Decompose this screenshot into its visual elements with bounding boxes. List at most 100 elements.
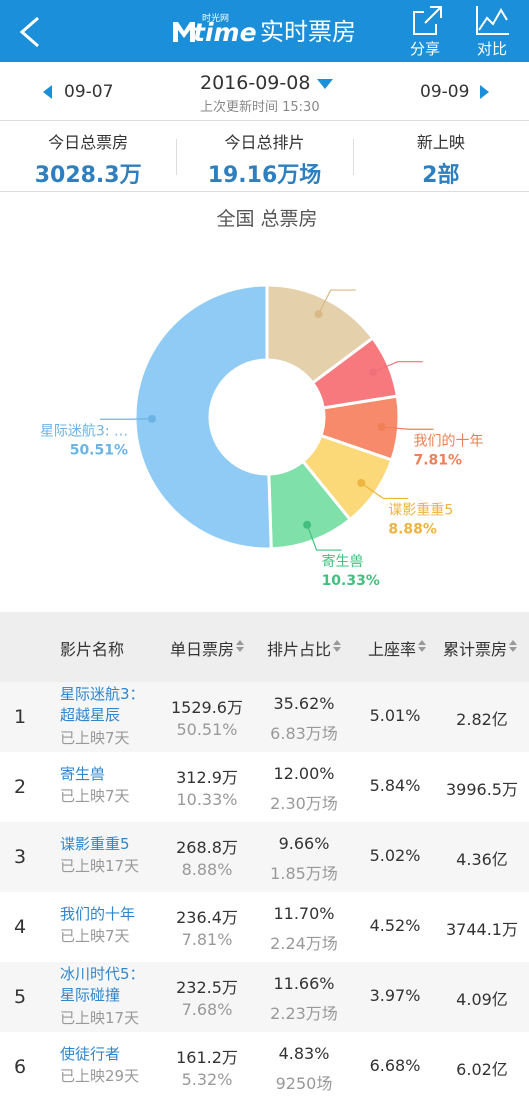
date-nav: 09-07 2016-09-08 上次更新时间 15:30 09-09	[0, 62, 529, 121]
box-office-share: 10.33%	[176, 790, 238, 809]
table-row[interactable]: 4 我们的十年 已上映7天 236.4万 7.81% 11.70% 2.24万场 4.52% 3…	[0, 892, 529, 962]
leader-line	[306, 524, 342, 551]
movie-name[interactable]: 星际迷航3：超越星辰	[60, 685, 145, 724]
total-box-office: 3744.1万	[446, 920, 518, 939]
movie-name[interactable]: 使徒行者	[60, 1045, 121, 1063]
table-row[interactable]: 3 谍影重重5 已上映17天 268.8万 8.88% 9.66% 1.85万场 5.02% 4…	[0, 822, 529, 892]
seat-rate: 5.84%	[369, 776, 421, 795]
schedule-share: 11.70%	[273, 904, 335, 923]
sort-arrows	[333, 640, 341, 652]
table-row[interactable]: 2 寄生兽 已上映7天 312.9万 10.33% 12.00% 2.30万场 5.84% 39…	[0, 752, 529, 822]
sort-arrows	[509, 640, 517, 652]
slice-label: 寄生兽	[322, 553, 364, 570]
sort-icon	[418, 640, 426, 652]
pie-chart: 全国 总票房 我们的十年 7.81% 谍影重重5 8.88% 寄生兽 10.33% 星际迷航…	[40, 208, 484, 589]
seat-rate: 5.02%	[369, 846, 421, 865]
leader-line	[317, 289, 356, 315]
leader-dot	[357, 478, 366, 487]
chart-title: 全国 总票房	[216, 208, 317, 230]
rank: 5	[14, 986, 27, 1008]
stat-item: 今日总排片 19.16万场	[176, 121, 352, 191]
rank: 1	[14, 706, 27, 728]
seat-rate: 6.68%	[369, 1056, 421, 1075]
slice-label: 谍影重重5	[388, 502, 453, 518]
prev-date[interactable]: 09-07	[64, 82, 114, 102]
schedule-count: 2.24万场	[270, 934, 338, 953]
total-box-office: 2.82亿	[456, 710, 508, 729]
movie-name[interactable]: 谍影重重5	[60, 835, 130, 853]
share-button[interactable]: 分享	[410, 40, 441, 58]
update-time: 上次更新时间 15:30	[200, 100, 320, 115]
stat-value: 3028.3万	[34, 163, 142, 188]
daily-box-office: 1529.6万	[171, 698, 243, 717]
sort-arrows	[236, 640, 244, 652]
stats-bar: 今日总票房 3028.3万 今日总排片 19.16万场 新上映 2部	[0, 121, 529, 192]
column-header[interactable]: 累计票房	[443, 640, 508, 659]
total-box-office: 6.02亿	[456, 1060, 508, 1079]
column-header: 影片名称	[60, 640, 125, 659]
table-row[interactable]: 6 使徒行者 已上映29天 161.2万 5.32% 4.83% 9250场 6.68% 6.0…	[0, 1032, 529, 1102]
rank: 6	[14, 1056, 27, 1078]
current-date[interactable]: 2016-09-08	[200, 72, 311, 94]
stat-item: 新上映 2部	[352, 121, 529, 191]
leader-dot	[368, 368, 377, 377]
date-dropdown[interactable]	[316, 78, 334, 90]
box-office-share: 50.51%	[176, 720, 238, 739]
release-days: 已上映7天	[60, 787, 130, 805]
table-body: 1 星际迷航3：超越星辰 已上映7天 1529.6万 50.51% 35.62% 6.83万…	[0, 682, 529, 1102]
stat-value: 19.16万场	[207, 163, 322, 188]
back-button[interactable]	[18, 16, 42, 48]
schedule-share: 9.66%	[278, 834, 330, 853]
slice-value: 10.33%	[322, 573, 380, 589]
leader-dot	[377, 422, 386, 431]
release-days: 已上映7天	[60, 729, 130, 747]
column-header[interactable]: 单日票房	[170, 640, 235, 659]
stat-label: 今日总排片	[224, 133, 305, 152]
daily-box-office: 236.4万	[176, 908, 238, 927]
pie-slice	[133, 283, 273, 551]
leader-line	[360, 482, 409, 500]
daily-box-office: 268.8万	[176, 838, 238, 857]
leader-dot	[148, 414, 157, 423]
rank: 4	[14, 916, 27, 938]
header: time 时光网 实时票房 分享 对比	[0, 0, 529, 62]
movie-name[interactable]: 我们的十年	[60, 905, 136, 923]
stat-value: 2部	[422, 163, 460, 188]
share-icon[interactable]	[410, 4, 444, 38]
column-header[interactable]: 排片占比	[267, 640, 332, 659]
table-row[interactable]: 1 星际迷航3：超越星辰 已上映7天 1529.6万 50.51% 35.62% 6.83万…	[0, 682, 529, 752]
total-box-office: 4.09亿	[456, 990, 508, 1009]
rank: 3	[14, 846, 27, 868]
leader-line	[372, 361, 423, 373]
slice-value: 8.88%	[388, 521, 437, 537]
movie-name[interactable]: 冰川时代5：星际碰撞	[60, 965, 145, 1004]
next-date[interactable]: 09-09	[420, 82, 470, 102]
logo-sub: 时光网	[202, 14, 230, 24]
leader-line	[381, 426, 434, 430]
sort-icon	[509, 640, 517, 652]
release-days: 已上映17天	[60, 1009, 140, 1027]
sort-icon	[333, 640, 341, 652]
table-row[interactable]: 5 冰川时代5：星际碰撞 已上映17天 232.5万 7.68% 11.66% 2.23万场…	[0, 962, 529, 1032]
box-office-share: 7.81%	[181, 930, 233, 949]
logo-mark	[173, 22, 195, 42]
seat-rate: 3.97%	[369, 986, 421, 1005]
slice-value: 7.81%	[413, 452, 462, 468]
schedule-count: 6.83万场	[270, 724, 338, 743]
compare-icon[interactable]	[475, 4, 511, 38]
schedule-count: 2.23万场	[270, 1004, 338, 1023]
movie-name[interactable]: 寄生兽	[60, 765, 106, 783]
next-arrow[interactable]	[478, 84, 490, 100]
prev-arrow[interactable]	[42, 84, 54, 100]
slice-label: 我们的十年	[413, 433, 483, 449]
logo-text: time	[193, 18, 257, 47]
compare-button[interactable]: 对比	[477, 40, 508, 58]
slice-label: 星际迷航3: …	[40, 423, 128, 439]
leader-dot	[314, 310, 323, 319]
sort-arrows	[418, 640, 426, 652]
daily-box-office: 161.2万	[176, 1048, 238, 1067]
table-header: 影片名称 单日票房 排片占比 上座率 累计票房	[0, 612, 529, 682]
schedule-count: 9250场	[275, 1074, 333, 1093]
column-header[interactable]: 上座率	[368, 640, 417, 659]
release-days: 已上映29天	[60, 1067, 140, 1085]
